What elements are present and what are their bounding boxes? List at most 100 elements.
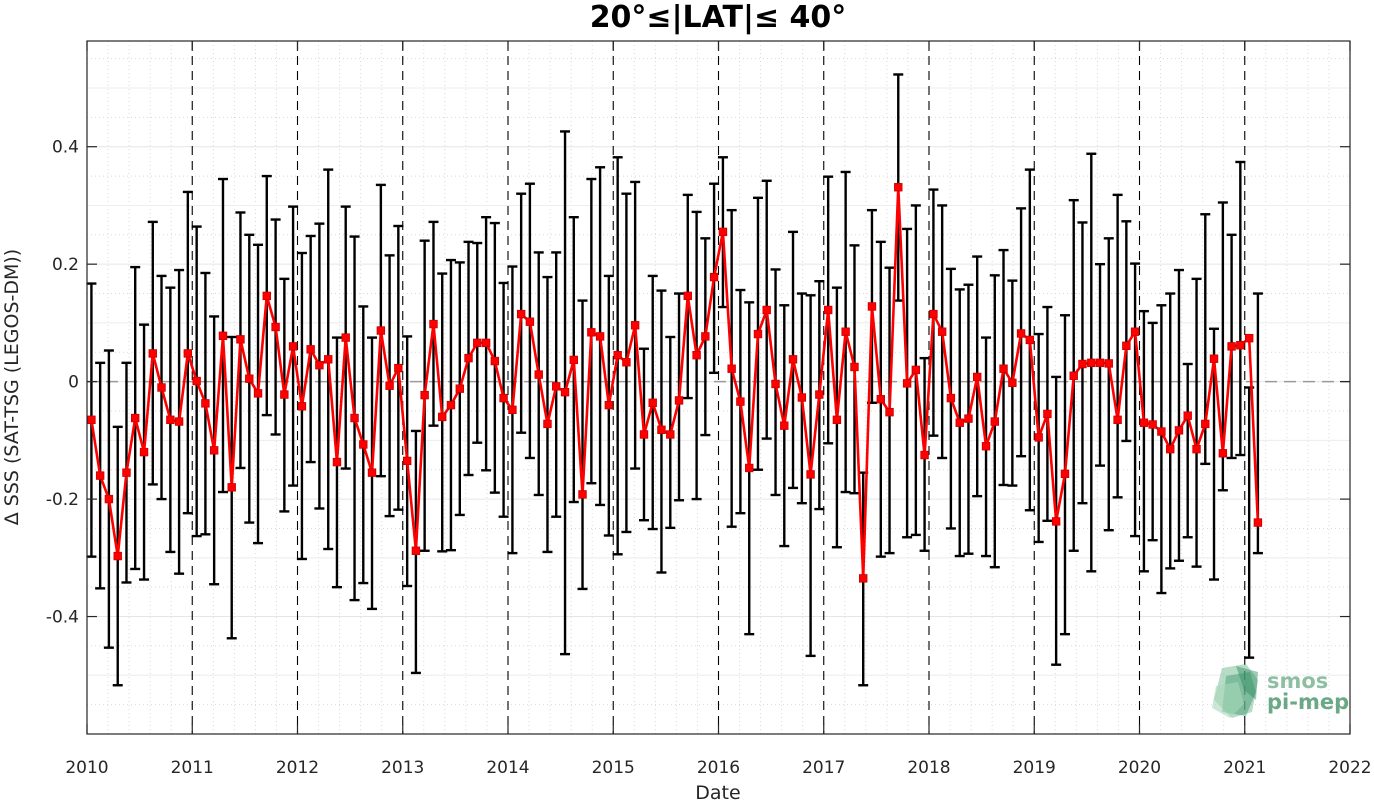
x-tick-labels: 2010 2011 2012 2013 2014 2015 2016 2017 2018 2019… — [65, 758, 1371, 778]
data-point-85 — [832, 415, 842, 425]
data-point-125 — [1183, 411, 1192, 420]
data-point-129 — [1218, 449, 1228, 458]
series-markers — [87, 183, 1263, 583]
data-point-22 — [280, 390, 289, 399]
y-tick-label: 0.2 — [52, 255, 79, 275]
data-point-116 — [1104, 359, 1113, 368]
data-point-112 — [1069, 371, 1078, 380]
data-point-26 — [315, 360, 324, 370]
data-point-19 — [253, 389, 263, 398]
data-point-101 — [973, 372, 982, 382]
data-point-96 — [929, 309, 938, 319]
data-point-78 — [771, 379, 780, 389]
data-point-133 — [1253, 518, 1263, 527]
data-point-128 — [1209, 354, 1219, 363]
x-tick-label-2019: 2019 — [1013, 758, 1056, 778]
axes-frame — [86, 40, 1351, 735]
data-point-97 — [937, 327, 947, 336]
y-axis-title: Δ SSS (SAT-TSG (LEGOS-DM)) — [1, 249, 23, 525]
data-point-117 — [1113, 415, 1122, 425]
data-point-124 — [1174, 426, 1184, 435]
series-line — [90, 185, 1260, 580]
data-point-44 — [473, 338, 482, 348]
logo-mark-icon — [1212, 664, 1258, 718]
data-point-120 — [1139, 418, 1149, 427]
data-point-126 — [1192, 444, 1201, 454]
data-point-131 — [1236, 341, 1245, 350]
data-point-37 — [411, 546, 421, 555]
data-point-57 — [587, 328, 596, 337]
x-tick-label-2020: 2020 — [1118, 758, 1161, 778]
logo-text-pi-mep: pi-mep — [1267, 690, 1349, 714]
x-tick-label-2014: 2014 — [486, 758, 529, 778]
smos-pi-mep-logo: smos pi-mep — [1212, 664, 1349, 718]
data-point-42 — [455, 384, 464, 393]
data-point-25 — [306, 345, 315, 354]
data-point-10 — [174, 417, 184, 426]
data-point-61 — [622, 358, 631, 367]
data-point-121 — [1148, 420, 1157, 429]
data-point-13 — [201, 399, 210, 408]
data-point-70 — [701, 332, 710, 341]
data-point-34 — [385, 381, 394, 390]
data-point-9 — [166, 415, 175, 425]
data-point-50 — [525, 317, 535, 326]
data-point-76 — [753, 329, 763, 339]
data-point-33 — [376, 326, 386, 335]
data-point-36 — [402, 456, 412, 466]
data-point-28 — [332, 457, 342, 467]
data-point-7 — [148, 349, 157, 358]
data-point-71 — [709, 272, 719, 282]
data-point-20 — [262, 291, 271, 301]
data-point-18 — [245, 374, 254, 383]
data-point-123 — [1166, 444, 1175, 454]
data-point-39 — [429, 319, 438, 329]
data-point-68 — [683, 291, 692, 301]
y-tick-label: -0.4 — [46, 608, 79, 628]
data-point-64 — [648, 398, 657, 407]
data-point-12 — [192, 376, 201, 386]
data-point-0 — [87, 415, 96, 425]
data-point-88 — [859, 574, 868, 583]
data-point-69 — [692, 350, 701, 360]
data-point-81 — [797, 393, 807, 402]
x-tick-label-2018: 2018 — [907, 758, 950, 778]
data-point-24 — [297, 402, 307, 411]
series-polyline — [90, 185, 1260, 580]
data-point-82 — [806, 470, 815, 479]
data-point-79 — [780, 421, 789, 430]
data-point-91 — [885, 407, 894, 417]
data-point-65 — [657, 425, 666, 434]
data-point-2 — [104, 494, 114, 504]
data-point-63 — [639, 430, 649, 439]
data-point-104 — [999, 364, 1008, 373]
data-point-53 — [552, 382, 561, 391]
data-point-73 — [727, 364, 736, 373]
data-point-1 — [95, 471, 105, 480]
data-point-80 — [788, 355, 798, 364]
data-point-118 — [1122, 341, 1131, 351]
x-tick-label-2012: 2012 — [276, 758, 319, 778]
x-tick-label-2010: 2010 — [65, 758, 108, 778]
data-point-11 — [183, 349, 193, 358]
data-point-31 — [359, 440, 368, 449]
data-point-103 — [990, 417, 999, 426]
data-point-86 — [841, 327, 850, 336]
x-tick-label-2022: 2022 — [1328, 758, 1371, 778]
data-point-55 — [569, 355, 578, 365]
data-point-75 — [745, 463, 754, 473]
data-point-29 — [341, 333, 350, 342]
data-point-113 — [1078, 359, 1087, 369]
data-point-58 — [595, 332, 605, 341]
data-point-15 — [218, 331, 228, 341]
data-point-21 — [271, 322, 280, 332]
data-point-92 — [894, 183, 903, 192]
data-point-119 — [1130, 327, 1140, 336]
data-point-127 — [1201, 419, 1210, 429]
data-point-45 — [481, 338, 491, 348]
data-point-94 — [911, 365, 921, 375]
data-point-23 — [288, 342, 298, 351]
data-point-130 — [1227, 342, 1236, 351]
data-point-62 — [630, 321, 640, 330]
